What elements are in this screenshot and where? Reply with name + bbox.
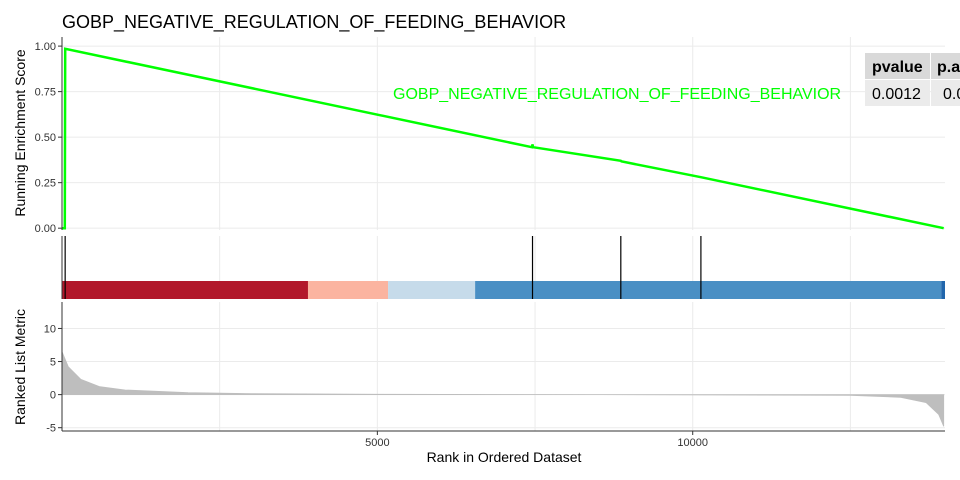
stats-header-padj-bg [931, 53, 960, 79]
stats-cell-padj-bg [931, 80, 960, 106]
color-bar [62, 281, 945, 299]
color-bar-segment [475, 281, 942, 299]
series-label: GOBP_NEGATIVE_REGULATION_OF_FEEDING_BEHA… [393, 86, 841, 103]
ranked-y-tick-label: 0 [50, 390, 56, 402]
stats-cell-pvalue-bg [865, 80, 930, 106]
enrichment-y-tick-label: 0.50 [35, 132, 56, 144]
stats-value-padj: 0.0 [943, 86, 960, 103]
enrichment-panel: 0.00 0.25 0.50 0.75 1.00 Running Enrichment … [12, 37, 945, 235]
chart-title: GOBP_NEGATIVE_REGULATION_OF_FEEDING_BEHA… [62, 12, 566, 33]
stats-value-pvalue: 0.0012 [872, 86, 921, 103]
ranked-panel: -5 0 5 10 5000 10000 Ranked List Metric Rank… [12, 302, 945, 465]
enrichment-y-tick-label: 1.00 [35, 41, 56, 53]
enrichment-y-label: Running Enrichment Score [12, 49, 28, 217]
ranked-metric-area [61, 351, 945, 427]
stats-header-pvalue-bg [865, 53, 930, 79]
enrichment-y-tick-label: 0.75 [35, 87, 56, 99]
hits-panel [61, 236, 945, 299]
enrichment-y-tick-label: 0.00 [35, 223, 56, 235]
color-bar-segment [941, 281, 945, 299]
color-bar-segment [388, 281, 476, 299]
x-tick-label: 10000 [677, 437, 708, 449]
ranked-y-tick-label: 5 [50, 357, 56, 369]
ranked-grid [62, 302, 945, 431]
enrichment-y-tick-label: 0.25 [35, 178, 56, 190]
enrichment-curve [62, 47, 944, 230]
x-axis-label: Rank in Ordered Dataset [427, 449, 582, 465]
ranked-y-tick-label: 10 [44, 323, 56, 335]
ranked-y-label: Ranked List Metric [12, 309, 28, 425]
x-tick-label: 5000 [365, 437, 389, 449]
ranked-x-ticks: 5000 10000 [365, 431, 708, 449]
hit-lines [64, 236, 702, 299]
stats-table: pvalue p.a 0.0012 0.0 [865, 53, 960, 106]
ranked-y-ticks: -5 0 5 10 [44, 323, 62, 435]
stats-header-pvalue: pvalue [872, 59, 923, 76]
stats-header-padj: p.a [937, 59, 960, 76]
enrichment-y-ticks: 0.00 0.25 0.50 0.75 1.00 [35, 41, 62, 235]
color-bar-segment [307, 281, 389, 299]
color-bar-segment [62, 281, 308, 299]
ranked-y-tick-label: -5 [46, 423, 56, 435]
enrichment-grid [62, 37, 945, 230]
